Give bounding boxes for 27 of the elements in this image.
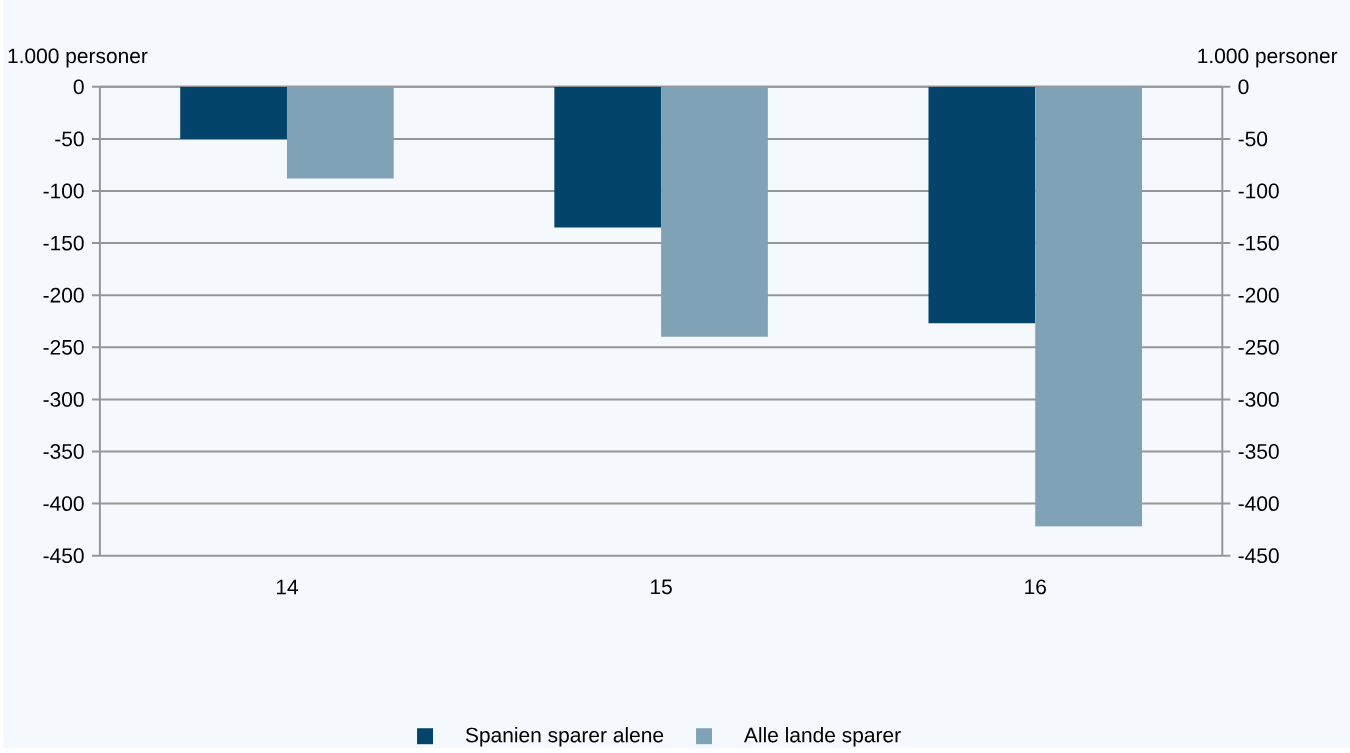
y2-tick-label: -100 [1238, 183, 1279, 199]
y-tick-label: -300 [43, 391, 84, 407]
y-tick-label: 0 [73, 79, 84, 95]
y-tick-label: -250 [43, 339, 84, 355]
y2-tick-label: -300 [1238, 391, 1279, 407]
y-tick-label: -50 [55, 131, 84, 147]
y-tick-label: -100 [43, 183, 84, 199]
x-tick-label: 16 [1025, 579, 1046, 595]
y-tick-label: -200 [43, 287, 84, 303]
y-tick-label: -400 [43, 496, 84, 511]
y2-tick-label: -200 [1238, 287, 1279, 303]
x-tick-label: 14 [276, 579, 298, 595]
y2-tick-label: -50 [1238, 131, 1268, 147]
y2-tick-label: -350 [1238, 443, 1279, 459]
y-tick-label: -350 [43, 443, 84, 459]
y2-tick-label: -400 [1238, 496, 1279, 511]
y2-tick-label: -450 [1238, 548, 1279, 563]
y2-tick-label: -150 [1238, 235, 1279, 251]
y-axis-title: 1.000 personer [8, 48, 148, 68]
x-tick-label: 15 [651, 579, 672, 595]
y2-axis-title: 1.000 personer [1198, 48, 1338, 68]
y-tick-label: -150 [43, 235, 84, 251]
y2-tick-label: 0 [1238, 79, 1249, 95]
legend-label: Spanien sparer alene [465, 726, 664, 747]
y-tick-label: -450 [43, 548, 84, 563]
legend-label: Alle lande sparer [743, 726, 901, 747]
y2-tick-label: -250 [1238, 339, 1279, 355]
